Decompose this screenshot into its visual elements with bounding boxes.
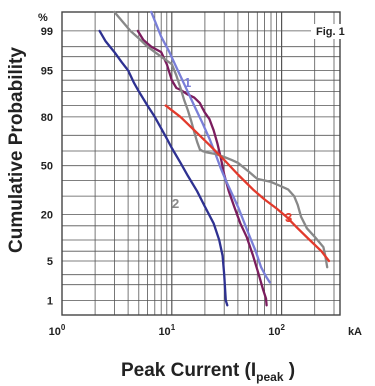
y-tick-label: 50 xyxy=(41,161,53,173)
x-tick-exponent: 2 xyxy=(280,323,285,332)
y-tick-label: 95 xyxy=(41,65,53,77)
x-tick-exponent: 1 xyxy=(171,323,176,332)
x-axis-title-suffix: ) xyxy=(284,360,296,381)
series-line-5 xyxy=(164,104,331,263)
x-tick-label: 102 xyxy=(268,323,285,338)
x-axis-title-prefix: Peak Current (I xyxy=(121,360,256,381)
plot-frame xyxy=(61,11,341,316)
x-axis-title-subscript: peak xyxy=(256,370,284,384)
series-group xyxy=(98,10,331,307)
x-tick-base: 10 xyxy=(268,326,280,338)
series-labels: 1 2 3 xyxy=(172,75,292,225)
x-tick-base: 10 xyxy=(49,326,61,338)
x-tick-labels: 100 101 102 xyxy=(49,323,286,338)
series-line-1 xyxy=(98,29,229,307)
figure-label-box xyxy=(311,24,342,39)
series-label-3: 3 xyxy=(285,210,292,225)
y-tick-label: 20 xyxy=(41,210,53,222)
y-tick-label: 1 xyxy=(47,296,53,308)
series-line-2 xyxy=(136,29,268,307)
y-tick-label: 99 xyxy=(41,26,53,38)
series-line-4 xyxy=(113,10,329,269)
series-label-2: 2 xyxy=(172,196,179,211)
y-unit-label: % xyxy=(38,12,48,24)
y-axis-title: Cumulative Probability xyxy=(6,47,27,253)
series-label-1: 1 xyxy=(184,75,191,90)
x-unit-label: kA xyxy=(348,326,362,338)
y-tick-labels: 1 5 20 50 80 95 99 xyxy=(41,26,53,308)
series-line-3 xyxy=(150,10,271,284)
figure-label: Fig. 1 xyxy=(316,26,345,38)
x-tick-label: 101 xyxy=(158,323,175,338)
y-tick-label: 5 xyxy=(47,256,53,268)
x-tick-exponent: 0 xyxy=(61,323,66,332)
y-tick-label: 80 xyxy=(41,112,53,124)
x-tick-base: 10 xyxy=(158,326,170,338)
x-axis-title: Peak Current (Ipeak ) xyxy=(121,360,295,384)
x-tick-label: 100 xyxy=(49,323,66,338)
